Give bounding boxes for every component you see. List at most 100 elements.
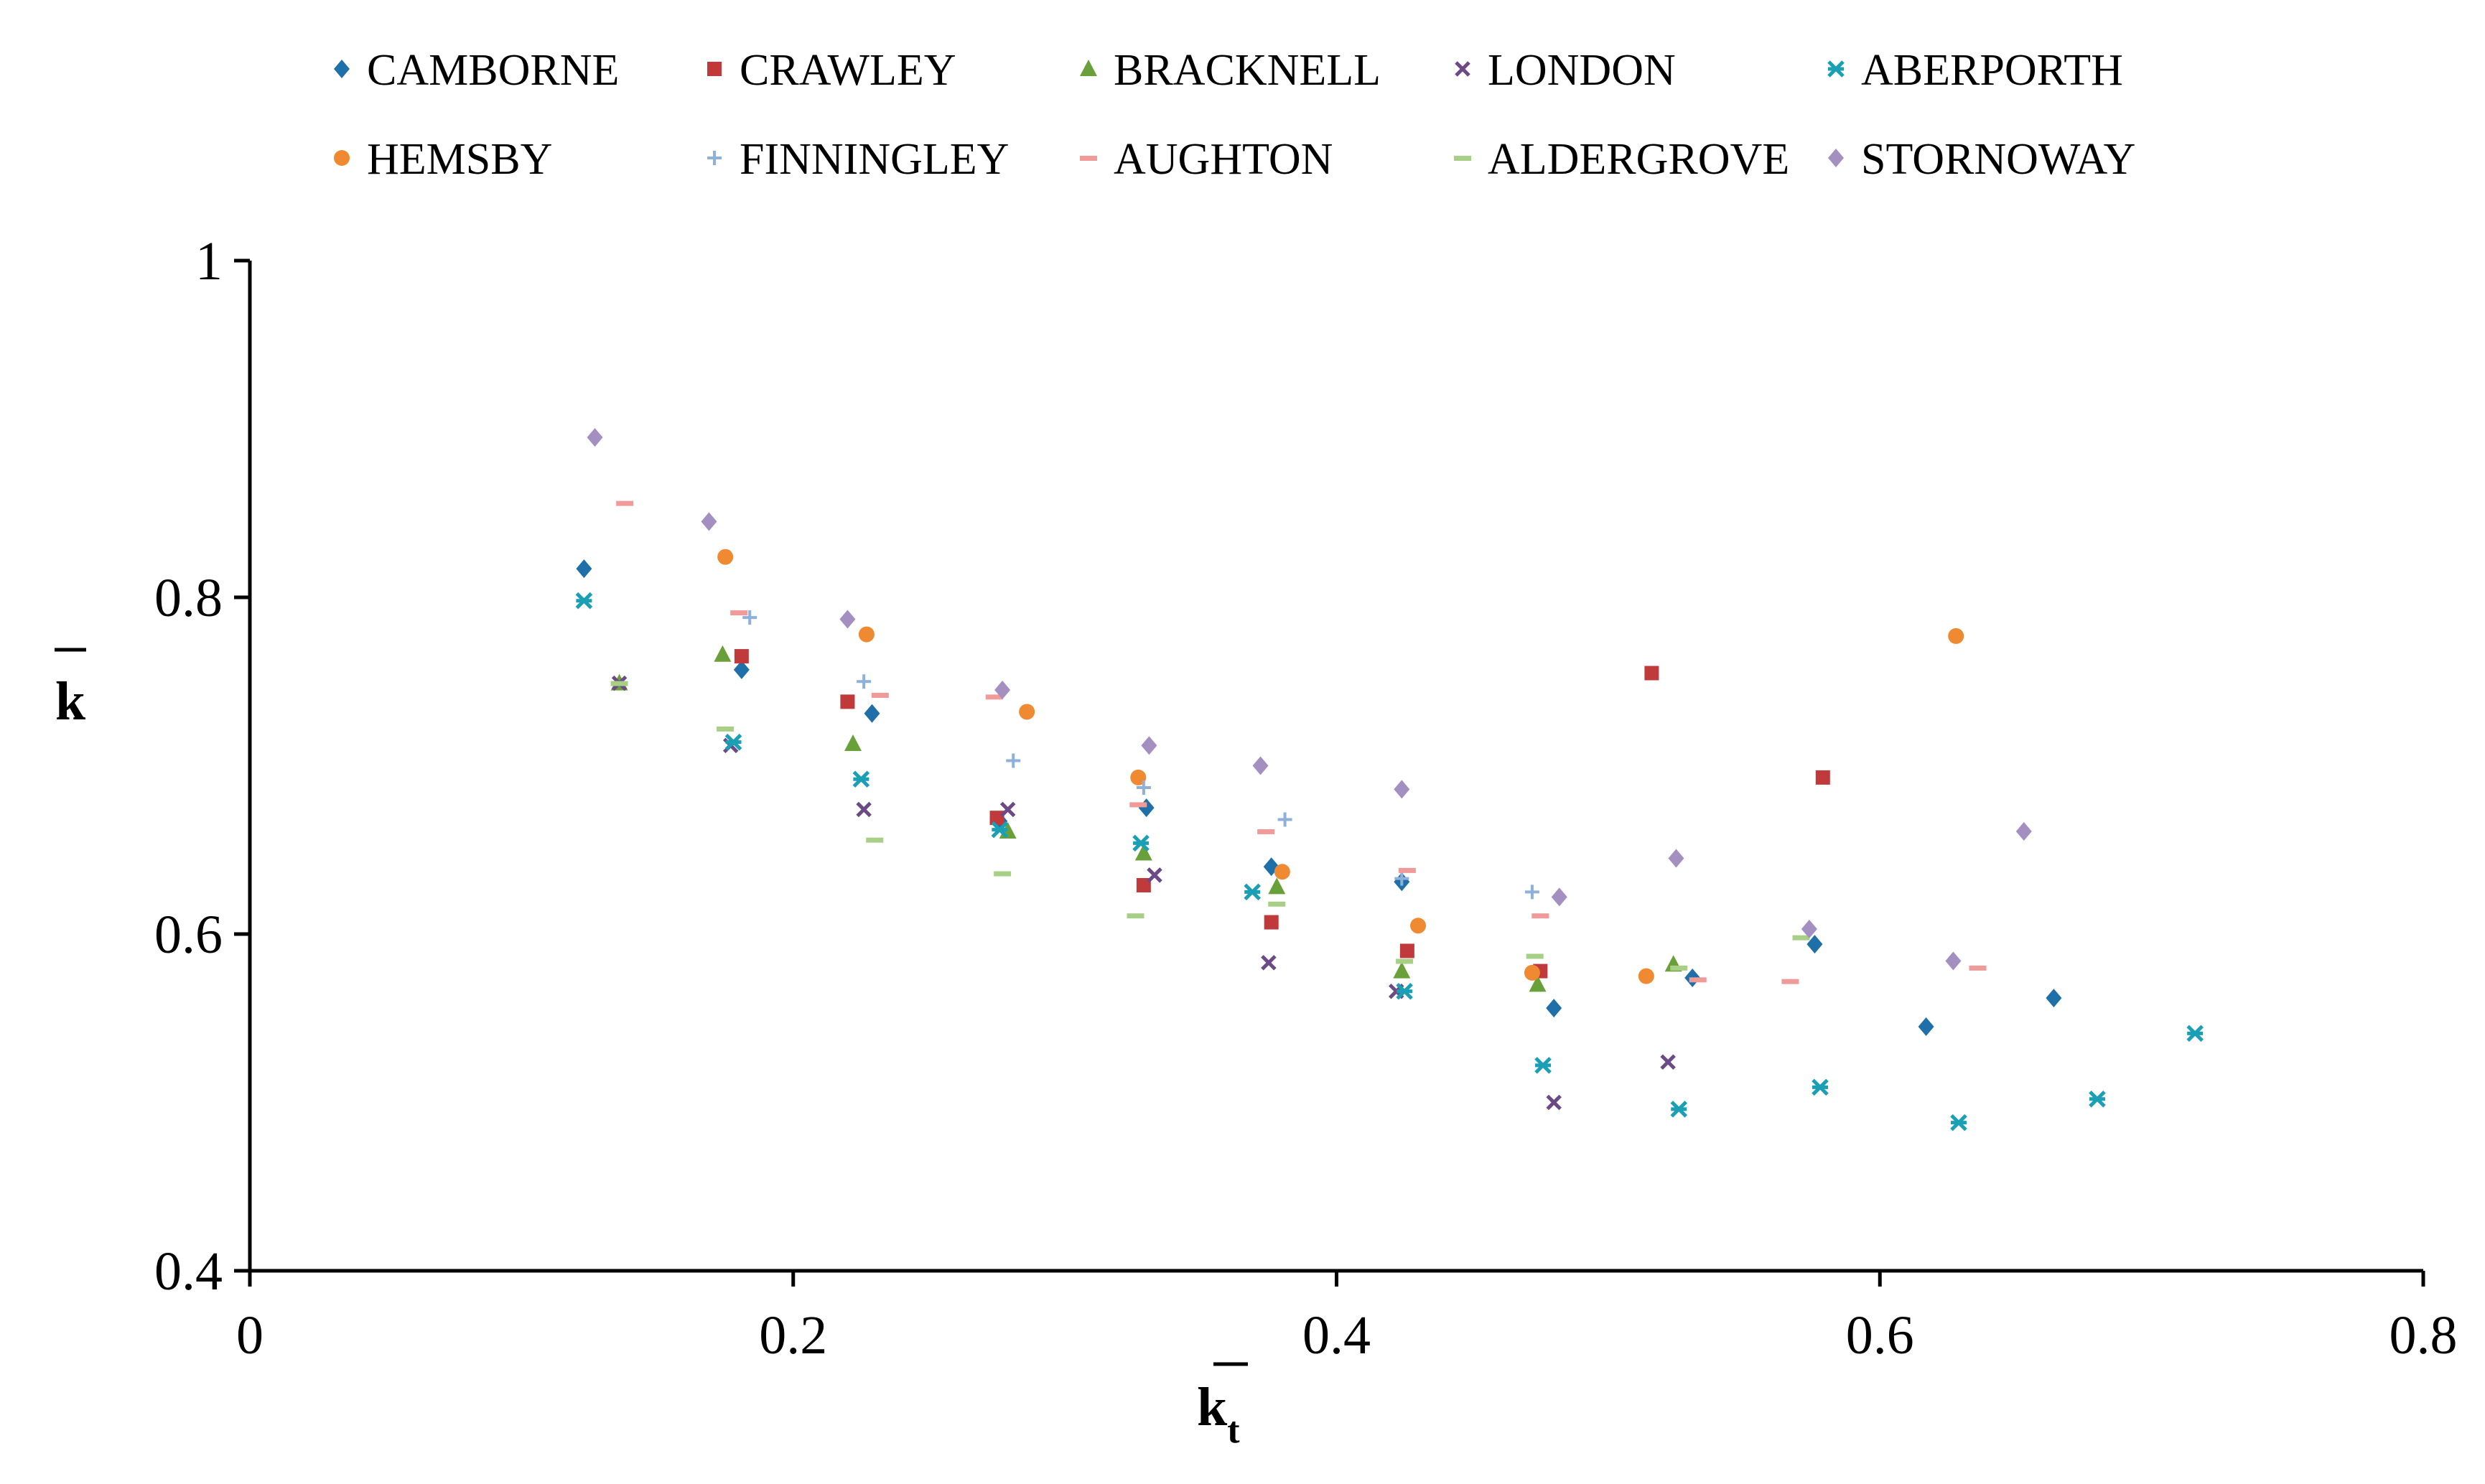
data-point [724, 733, 742, 751]
data-point [1945, 951, 1962, 971]
legend-marker [707, 62, 722, 76]
data-point [1660, 1054, 1676, 1070]
legend-item: HEMSBY [334, 135, 552, 184]
legend-label: HEMSBY [367, 135, 552, 184]
legend-item: LONDON [1455, 46, 1676, 95]
data-point [1129, 802, 1147, 808]
data-point [994, 871, 1012, 877]
legend: CAMBORNE CRAWLEY BRACKNELL LONDON ABERPORTH H… [334, 46, 2135, 184]
y-tick-label: 0.6 [154, 905, 223, 965]
data-point [840, 694, 855, 709]
series-hemsby [717, 549, 1964, 984]
x-axis-title-subscript: t [1227, 1410, 1240, 1451]
legend-item: ABERPORTH [1827, 46, 2123, 95]
data-point [858, 626, 875, 643]
legend-marker [1455, 61, 1470, 77]
data-point [1950, 1114, 1967, 1131]
data-point [1141, 736, 1157, 755]
data-point [2089, 1091, 2106, 1108]
data-point [717, 726, 735, 732]
series-stornoway [587, 428, 2032, 971]
legend-label: CAMBORNE [367, 46, 619, 95]
data-point [1524, 964, 1540, 981]
data-point [701, 512, 717, 531]
data-point [1268, 877, 1286, 895]
data-point [1277, 812, 1292, 827]
data-point [1019, 704, 1035, 720]
y-axis-title-text: k [55, 671, 86, 732]
data-point [1969, 965, 1987, 971]
data-point [1134, 844, 1152, 861]
data-point [1524, 885, 1539, 900]
series-bracknell [610, 645, 1682, 992]
series-aldergrove [610, 681, 1810, 971]
legend-marker [334, 150, 350, 166]
data-point [852, 770, 870, 788]
legend-item: CRAWLEY [707, 46, 956, 95]
series-london [611, 675, 1676, 1111]
legend-marker [707, 151, 722, 165]
data-point [2015, 821, 2032, 841]
legend-label: ABERPORTH [1861, 46, 2123, 95]
data-point [1268, 901, 1286, 907]
data-point [1781, 979, 1799, 984]
data-point [730, 610, 748, 616]
data-point [1531, 913, 1549, 919]
data-point [1396, 982, 1413, 1000]
data-point [1948, 627, 1964, 644]
data-point [1261, 955, 1277, 971]
data-point [1546, 1094, 1562, 1111]
data-point [587, 428, 603, 447]
data-point [2186, 1025, 2204, 1042]
legend-item: BRACKNELL [1080, 46, 1381, 95]
legend-item: FINNINGLEY [707, 135, 1009, 184]
x-tick-label: 0.2 [759, 1305, 827, 1366]
data-point [1792, 935, 1810, 941]
data-point [1130, 769, 1147, 785]
data-point [2046, 989, 2062, 1008]
data-point [839, 610, 856, 629]
y-tick-label: 0.4 [154, 1241, 223, 1302]
data-point [1396, 958, 1414, 964]
data-point [1398, 867, 1416, 873]
legend-item: AUGHTON [1080, 135, 1333, 184]
data-point [1274, 864, 1290, 880]
legend-marker [1454, 156, 1471, 161]
legend-label: CRAWLEY [740, 46, 956, 95]
data-point [576, 559, 592, 579]
data-point [1410, 918, 1427, 934]
data-point [1006, 753, 1021, 768]
data-point [1138, 798, 1155, 818]
data-point [1812, 1078, 1829, 1096]
x-axis-title-text: kt [1197, 1377, 1240, 1451]
data-point [1644, 666, 1659, 681]
data-point [1147, 867, 1162, 883]
data-point [999, 801, 1016, 818]
data-point [1806, 935, 1823, 954]
series-crawley [734, 649, 1830, 979]
legend-label: FINNINGLEY [740, 135, 1009, 184]
legend-item: CAMBORNE [334, 46, 619, 95]
data-point [866, 837, 884, 843]
data-point [1534, 1057, 1552, 1074]
data-point [1394, 780, 1410, 799]
data-point [994, 680, 1011, 699]
data-point [1257, 829, 1275, 834]
x-tick-label: 0.8 [2390, 1305, 2458, 1366]
x-tick-label: 0 [236, 1305, 264, 1366]
data-point [717, 549, 734, 565]
data-point [1801, 919, 1817, 938]
legend-label: STORNOWAY [1861, 135, 2135, 184]
data-points [575, 428, 2204, 1131]
y-ticks: 0.4 0.6 0.8 1 [154, 231, 250, 1302]
data-point [1526, 953, 1544, 959]
data-point [1127, 913, 1144, 919]
series-finningley [742, 610, 1539, 900]
data-point [1136, 780, 1151, 795]
data-point [1136, 877, 1151, 892]
axes: 0.4 0.6 0.8 1 0 0.2 0.4 0.6 0.8 [154, 231, 2458, 1366]
data-point [1252, 756, 1269, 775]
legend-label: ALDERGROVE [1488, 135, 1789, 184]
data-point [733, 660, 750, 679]
